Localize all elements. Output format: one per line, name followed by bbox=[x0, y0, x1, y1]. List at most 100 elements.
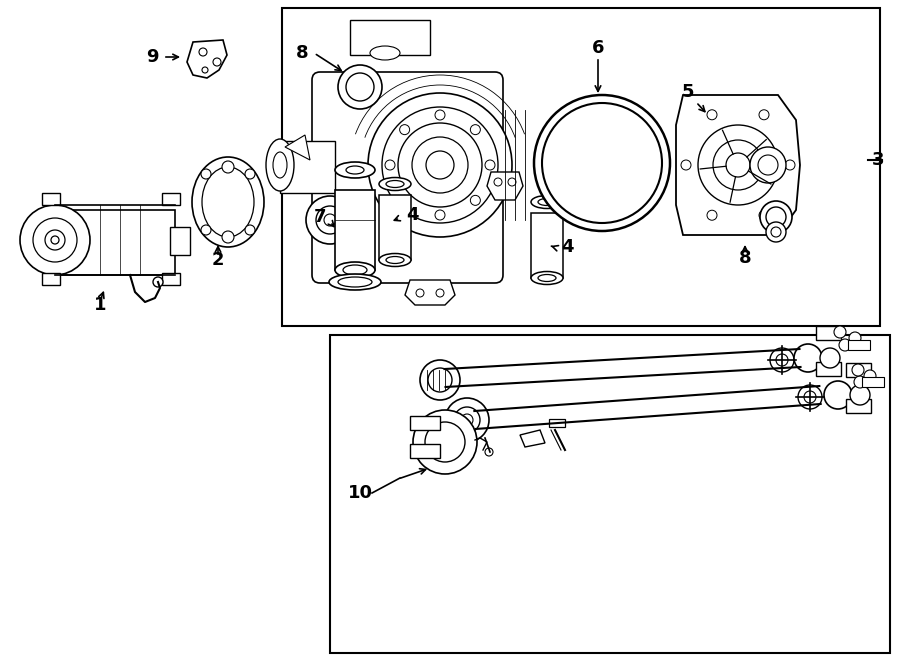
Circle shape bbox=[416, 289, 424, 297]
Circle shape bbox=[766, 222, 786, 242]
Circle shape bbox=[222, 231, 234, 243]
Circle shape bbox=[454, 407, 480, 433]
Circle shape bbox=[471, 125, 481, 135]
Circle shape bbox=[485, 160, 495, 170]
Circle shape bbox=[445, 398, 489, 442]
Bar bbox=[846, 363, 871, 377]
Text: 9: 9 bbox=[146, 48, 158, 66]
Circle shape bbox=[222, 161, 234, 173]
Circle shape bbox=[33, 218, 77, 262]
Circle shape bbox=[412, 137, 468, 193]
Ellipse shape bbox=[329, 274, 381, 290]
Circle shape bbox=[820, 348, 840, 368]
Circle shape bbox=[804, 391, 816, 403]
Ellipse shape bbox=[379, 178, 411, 190]
Circle shape bbox=[400, 125, 410, 135]
Ellipse shape bbox=[343, 265, 367, 275]
Ellipse shape bbox=[370, 46, 400, 60]
Circle shape bbox=[508, 178, 516, 186]
Text: 6: 6 bbox=[592, 39, 604, 57]
Circle shape bbox=[849, 332, 861, 344]
Text: 4: 4 bbox=[406, 206, 419, 224]
Ellipse shape bbox=[266, 139, 294, 191]
Text: 3: 3 bbox=[872, 151, 884, 169]
Circle shape bbox=[759, 210, 769, 220]
Polygon shape bbox=[487, 172, 523, 200]
Circle shape bbox=[852, 364, 864, 376]
Circle shape bbox=[750, 147, 786, 183]
Circle shape bbox=[400, 196, 410, 206]
Circle shape bbox=[413, 410, 477, 474]
Polygon shape bbox=[405, 280, 455, 305]
Bar bbox=[282, 8, 880, 326]
Circle shape bbox=[425, 422, 465, 462]
Circle shape bbox=[368, 93, 512, 237]
Circle shape bbox=[771, 227, 781, 237]
Bar bbox=[531, 213, 563, 278]
Bar bbox=[42, 193, 60, 205]
Bar bbox=[170, 227, 190, 255]
Bar bbox=[42, 273, 60, 285]
Text: 8: 8 bbox=[296, 44, 309, 62]
Circle shape bbox=[758, 155, 778, 175]
Circle shape bbox=[713, 140, 763, 190]
Polygon shape bbox=[520, 430, 545, 447]
Circle shape bbox=[681, 160, 691, 170]
Circle shape bbox=[850, 385, 870, 405]
Circle shape bbox=[854, 376, 866, 388]
Circle shape bbox=[461, 414, 473, 426]
Bar bbox=[350, 20, 430, 55]
Circle shape bbox=[420, 360, 460, 400]
Polygon shape bbox=[285, 135, 310, 160]
Bar bbox=[816, 362, 841, 376]
Bar bbox=[549, 419, 565, 427]
Circle shape bbox=[306, 196, 354, 244]
Text: 4: 4 bbox=[561, 238, 573, 256]
Circle shape bbox=[213, 58, 221, 66]
Bar bbox=[335, 190, 375, 270]
Circle shape bbox=[770, 348, 794, 372]
Text: 2: 2 bbox=[212, 251, 224, 269]
Text: 10: 10 bbox=[347, 484, 373, 502]
Ellipse shape bbox=[531, 196, 563, 208]
Ellipse shape bbox=[273, 152, 287, 178]
Circle shape bbox=[153, 277, 163, 287]
Circle shape bbox=[760, 201, 792, 233]
Circle shape bbox=[338, 65, 382, 109]
Bar bbox=[848, 340, 870, 350]
Ellipse shape bbox=[338, 277, 372, 287]
Circle shape bbox=[494, 178, 502, 186]
Circle shape bbox=[785, 160, 795, 170]
Circle shape bbox=[201, 169, 211, 179]
Circle shape bbox=[346, 73, 374, 101]
Circle shape bbox=[707, 210, 717, 220]
Circle shape bbox=[245, 225, 255, 235]
Bar bbox=[162, 193, 180, 205]
Ellipse shape bbox=[538, 274, 556, 282]
Circle shape bbox=[471, 196, 481, 206]
Circle shape bbox=[534, 95, 670, 231]
Ellipse shape bbox=[335, 162, 375, 178]
Polygon shape bbox=[187, 40, 227, 78]
Circle shape bbox=[794, 344, 822, 372]
Circle shape bbox=[698, 125, 778, 205]
Circle shape bbox=[864, 370, 876, 382]
Ellipse shape bbox=[538, 198, 556, 206]
Ellipse shape bbox=[386, 256, 404, 264]
Circle shape bbox=[426, 151, 454, 179]
Bar bbox=[330, 335, 890, 653]
Text: 7: 7 bbox=[314, 208, 326, 226]
Circle shape bbox=[834, 326, 846, 338]
Circle shape bbox=[398, 123, 482, 207]
Ellipse shape bbox=[202, 167, 254, 237]
Circle shape bbox=[316, 206, 344, 234]
Circle shape bbox=[20, 205, 90, 275]
Circle shape bbox=[201, 225, 211, 235]
Circle shape bbox=[776, 354, 788, 366]
Circle shape bbox=[45, 230, 65, 250]
Circle shape bbox=[435, 210, 445, 220]
Ellipse shape bbox=[192, 157, 264, 247]
Bar bbox=[55, 210, 175, 275]
Circle shape bbox=[51, 236, 59, 244]
Circle shape bbox=[798, 385, 822, 409]
